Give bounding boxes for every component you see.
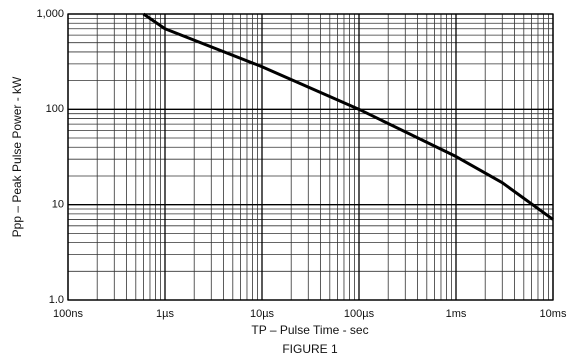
x-tick-label: 1ms bbox=[446, 308, 467, 320]
x-tick-label: 10ms bbox=[540, 308, 567, 320]
x-axis-label: TP – Pulse Time - sec bbox=[251, 323, 368, 337]
x-tick-label: 100µs bbox=[344, 308, 375, 320]
x-tick-label: 10µs bbox=[250, 308, 275, 320]
y-tick-label: 100 bbox=[46, 103, 64, 115]
plot-frame bbox=[67, 13, 554, 301]
y-tick-label: 10 bbox=[52, 199, 64, 211]
data-line bbox=[142, 12, 554, 221]
y-tick-label: 1.0 bbox=[49, 294, 64, 306]
x-tick-label: 100ns bbox=[53, 308, 83, 320]
y-tick-label: 1,000 bbox=[36, 8, 64, 20]
caption: FIGURE 1 bbox=[282, 342, 338, 354]
x-tick-label: 1µs bbox=[156, 308, 174, 320]
y-axis-label: Ppp – Peak Pulse Power - kW bbox=[10, 76, 24, 237]
